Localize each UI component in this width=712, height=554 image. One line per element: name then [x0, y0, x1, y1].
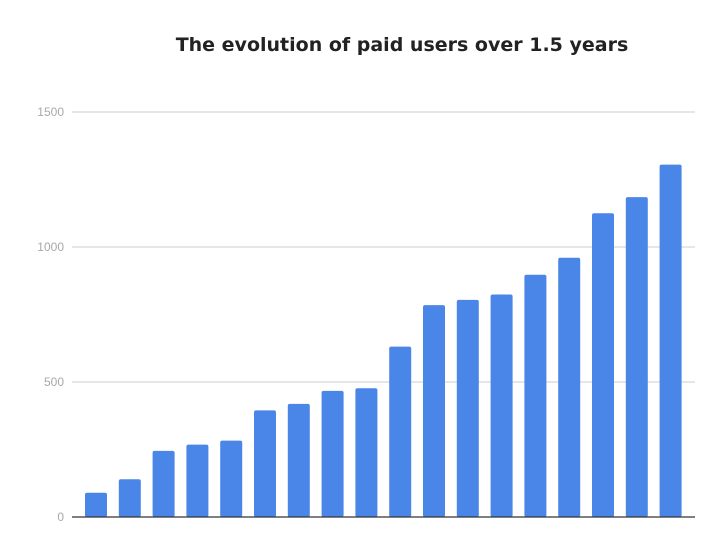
bar-2: [118, 479, 141, 517]
bar-10: [389, 346, 412, 517]
bar-6: [254, 410, 276, 517]
y-tick-label-0: 0: [57, 510, 64, 524]
bar-13: [490, 294, 513, 517]
bar-1: [85, 492, 107, 517]
bar-17: [625, 197, 648, 517]
y-tick-label-1000: 1000: [37, 240, 64, 254]
bar-18: [659, 164, 682, 517]
bar-16: [592, 213, 614, 518]
y-tick-label-1500: 1500: [37, 105, 64, 119]
bar-14: [524, 274, 547, 517]
y-axis-tick-labels: 0 500 1000 1500: [37, 105, 64, 524]
bar-5: [220, 440, 243, 517]
bar-7: [287, 403, 310, 517]
bars: [85, 164, 682, 518]
bar-3: [152, 450, 175, 517]
bar-11: [423, 305, 445, 517]
bar-9: [355, 388, 378, 517]
y-tick-label-500: 500: [44, 375, 64, 389]
gridlines: [72, 111, 695, 383]
bar-15: [558, 257, 581, 517]
chart-title: The evolution of paid users over 1.5 yea…: [175, 34, 629, 56]
bar-8: [321, 390, 344, 517]
bar-4: [186, 444, 209, 517]
bar-12: [456, 299, 479, 517]
